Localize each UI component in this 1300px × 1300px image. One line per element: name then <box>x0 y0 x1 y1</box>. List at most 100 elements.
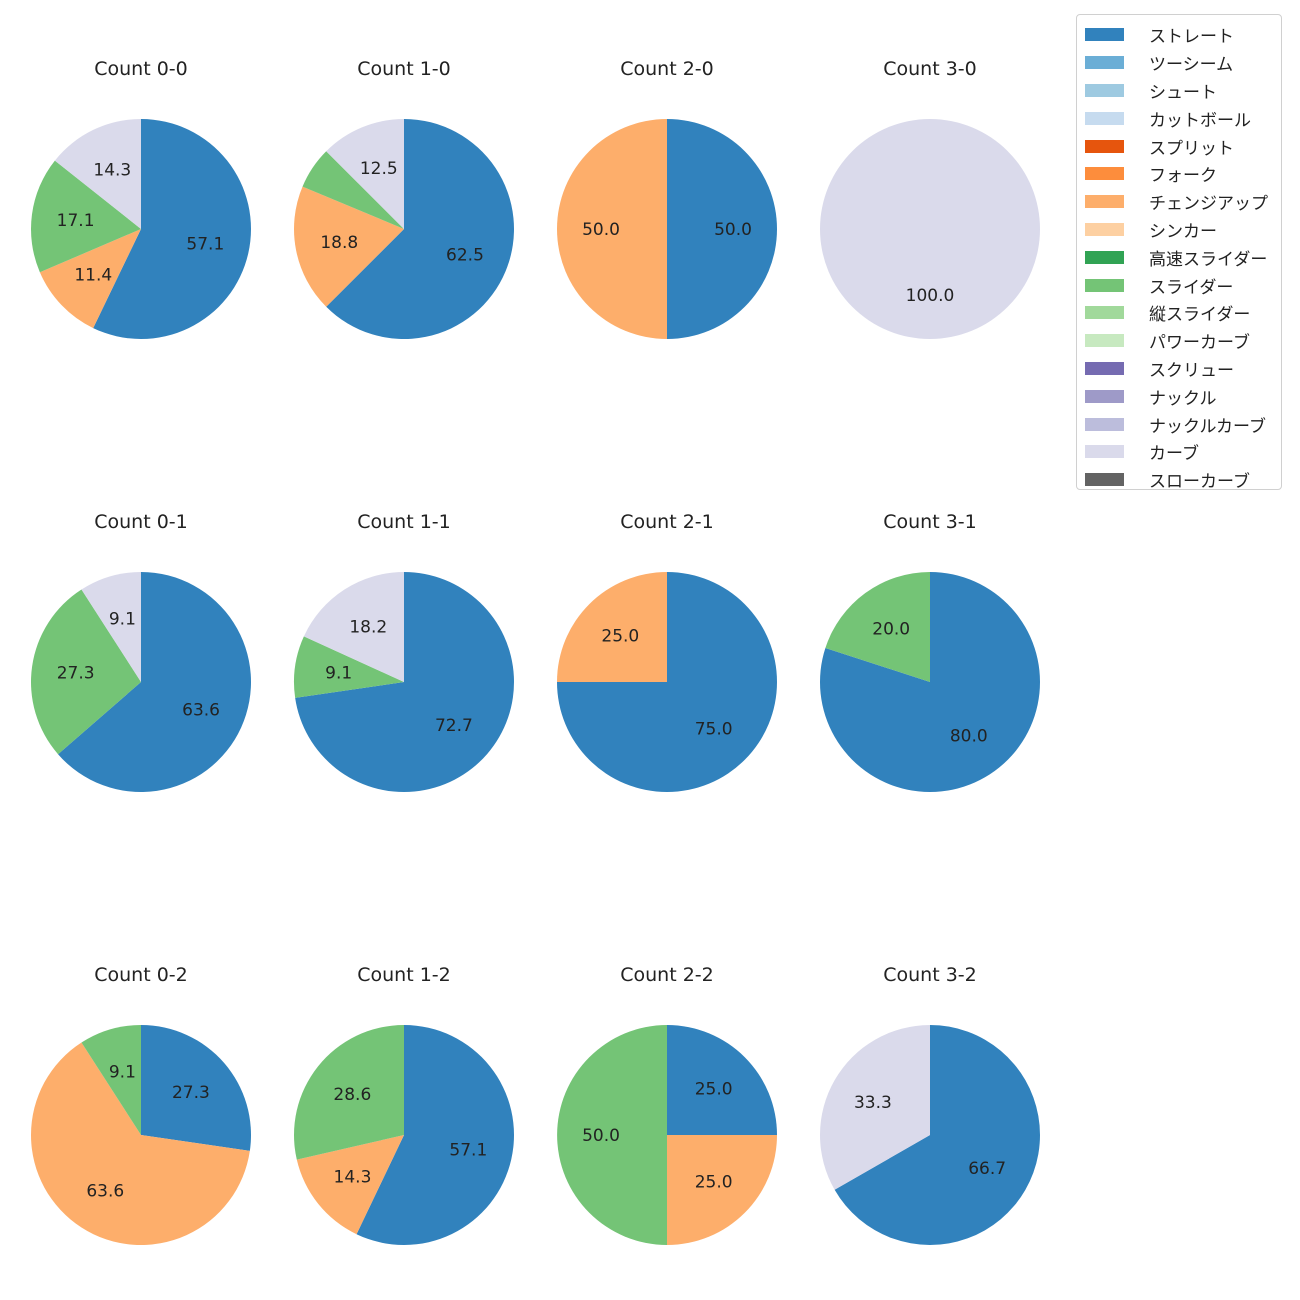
legend-swatch <box>1085 361 1124 375</box>
legend-label: パワーカーブ <box>1149 333 1250 354</box>
pie-title: Count 2-2 <box>620 964 714 986</box>
legend-label: シュート <box>1149 82 1217 103</box>
pie-count-2-1: Count 2-1 75.0 25.0 <box>557 511 777 792</box>
pie-slice <box>81 1025 141 1135</box>
legend-item: ナックル <box>1077 382 1281 410</box>
pie-slice <box>30 160 141 273</box>
pie-slice <box>81 572 141 682</box>
legend-item: ツーシーム <box>1077 49 1281 77</box>
legend-item: スプリット <box>1077 132 1281 160</box>
legend-label: チェンジアップ <box>1149 194 1268 215</box>
pie-slice <box>295 572 515 792</box>
legend-swatch <box>1085 111 1124 125</box>
legend-swatch <box>1085 56 1124 70</box>
pie-slice <box>326 119 514 339</box>
pie-count-3-2: Count 3-2 66.7 33.3 <box>820 964 1040 1245</box>
legend-label: 縦スライダー <box>1149 305 1251 326</box>
slice-label: 11.4 <box>74 266 112 286</box>
pie-slice <box>294 636 404 698</box>
pie-title: Count 3-0 <box>883 58 977 80</box>
pie-count-0-1: Count 0-1 63.6 27.3 9.1 <box>31 511 251 792</box>
legend-item: 高速スライダー <box>1077 243 1281 271</box>
legend-item: カーブ <box>1077 438 1281 466</box>
slice-label: 100.0 <box>906 286 955 306</box>
pie-count-0-2: Count 0-2 27.3 63.6 9.1 <box>30 964 251 1245</box>
legend-swatch <box>1085 278 1124 292</box>
slice-label: 66.7 <box>968 1159 1006 1179</box>
pie-title: Count 1-1 <box>357 511 451 533</box>
pie-slice <box>820 119 1040 339</box>
pie-slice <box>39 229 142 329</box>
slice-label: 18.2 <box>349 617 387 637</box>
legend-swatch <box>1085 139 1124 153</box>
slice-label: 62.5 <box>446 245 484 265</box>
slice-label: 80.0 <box>950 726 988 746</box>
slice-label: 14.3 <box>334 1167 372 1187</box>
pie-slice <box>93 119 251 339</box>
pie-title: Count 2-1 <box>620 511 714 533</box>
pie-count-1-2: Count 1-2 57.1 14.3 28.6 <box>294 964 514 1245</box>
slice-label: 25.0 <box>695 1079 733 1099</box>
legend-item: チェンジアップ <box>1077 188 1281 216</box>
legend-label: スクリュー <box>1149 360 1234 381</box>
legend-item: カットボール <box>1077 104 1281 132</box>
legend-label: カーブ <box>1149 444 1199 465</box>
pie-title: Count 1-2 <box>357 964 451 986</box>
legend-item: ナックルカーブ <box>1077 410 1281 438</box>
legend-swatch <box>1085 306 1124 320</box>
legend-label: スプリット <box>1149 138 1234 159</box>
slice-label: 17.1 <box>57 211 95 231</box>
slice-label: 14.3 <box>93 161 131 181</box>
slice-label: 9.1 <box>109 610 136 630</box>
legend-swatch <box>1085 222 1124 236</box>
pie-count-2-2: Count 2-2 25.0 25.0 50.0 <box>557 964 777 1245</box>
legend-item: 縦スライダー <box>1077 299 1281 327</box>
legend-swatch <box>1085 445 1124 459</box>
slice-label: 63.6 <box>86 1182 124 1202</box>
pie-slice <box>825 572 930 682</box>
pie-title: Count 2-0 <box>620 58 714 80</box>
pie-slice <box>820 1025 930 1190</box>
slice-label: 9.1 <box>109 1063 136 1083</box>
slice-label: 50.0 <box>582 220 620 240</box>
slice-label: 27.3 <box>172 1083 210 1103</box>
legend: ストレート ツーシーム シュート カットボール スプリット フォーク チェンジアップ シンカー… <box>1076 14 1282 492</box>
slice-label: 72.7 <box>435 716 473 736</box>
pie-slice <box>294 1025 404 1160</box>
slice-label: 12.5 <box>360 159 398 179</box>
legend-swatch <box>1085 28 1124 42</box>
pie-slice <box>326 119 404 229</box>
pie-slice <box>296 1135 404 1235</box>
pie-slice <box>667 1025 777 1135</box>
slice-label: 57.1 <box>449 1141 487 1161</box>
pie-slice <box>667 1135 777 1245</box>
slice-label: 20.0 <box>872 620 910 640</box>
pie-slice <box>30 1042 250 1245</box>
legend-label: カットボール <box>1149 110 1251 131</box>
pie-count-0-0: Count 0-0 57.1 11.4 17.1 14.3 <box>30 58 251 339</box>
pie-slice <box>294 186 404 307</box>
legend-item: スクリュー <box>1077 355 1281 383</box>
pie-slice <box>667 119 777 339</box>
pie-slice <box>302 151 404 229</box>
slice-label: 25.0 <box>601 626 639 646</box>
legend-swatch <box>1085 250 1124 264</box>
legend-label: ナックル <box>1149 388 1217 409</box>
pie-title: Count 3-2 <box>883 964 977 986</box>
legend-label: ナックルカーブ <box>1149 416 1266 437</box>
slice-label: 33.3 <box>854 1093 892 1113</box>
pie-count-3-1: Count 3-1 80.0 20.0 <box>819 511 1040 792</box>
pie-count-1-1: Count 1-1 72.7 9.1 18.2 <box>294 511 515 792</box>
legend-swatch <box>1085 334 1124 348</box>
pie-slice <box>819 572 1040 792</box>
slice-label: 27.3 <box>57 664 95 684</box>
pie-slice <box>557 1025 667 1245</box>
pie-slice <box>557 572 667 682</box>
legend-item: スライダー <box>1077 271 1281 299</box>
pie-slice <box>54 118 142 229</box>
legend-label: ツーシーム <box>1149 55 1234 76</box>
legend-swatch <box>1085 195 1124 209</box>
legend-swatch <box>1085 167 1124 181</box>
legend-swatch <box>1085 417 1124 431</box>
